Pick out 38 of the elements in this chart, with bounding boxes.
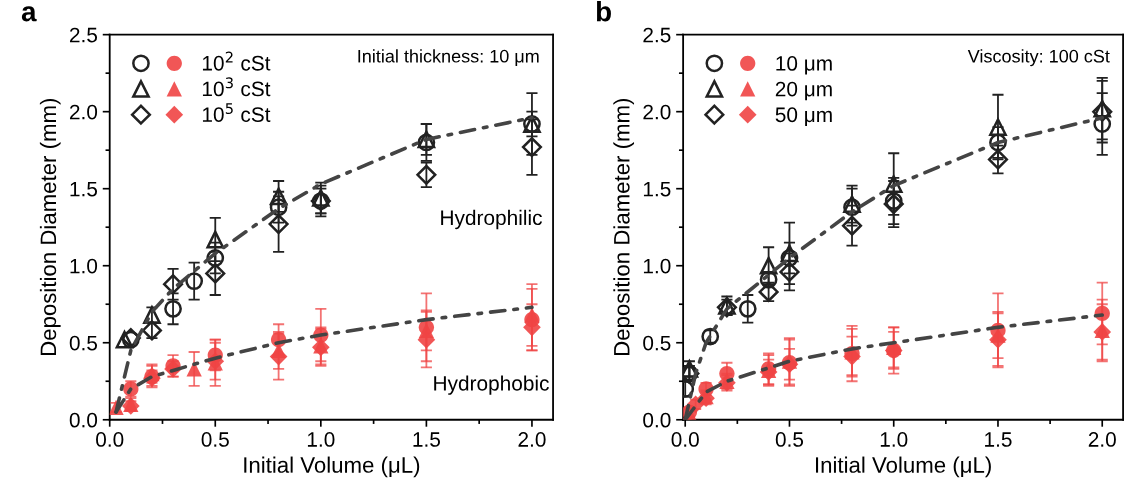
x-tick-label: 2.0 bbox=[1088, 432, 1116, 447]
y-tick-label: 2.0 bbox=[69, 104, 98, 120]
x-tick-label: 0.0 bbox=[96, 432, 124, 447]
y-axis-title: Deposition Diameter (mm) bbox=[39, 98, 61, 356]
y-axis-title: Deposition Diameter (mm) bbox=[613, 98, 635, 356]
y-tick-label: 1.5 bbox=[70, 181, 98, 197]
annotation: Hydrophilic bbox=[441, 209, 542, 230]
y-tick-label: 0.0 bbox=[643, 412, 671, 428]
y-tick-label: 0.5 bbox=[643, 335, 671, 351]
x-tick-label: 1.5 bbox=[413, 432, 440, 447]
y-tick-label: 0.5 bbox=[69, 335, 98, 351]
annotation: Hydrophobic bbox=[434, 375, 549, 395]
text: a bbox=[21, 6, 37, 22]
y-tick-label: 2.5 bbox=[69, 27, 98, 43]
x-tick-label: 0.0 bbox=[671, 432, 699, 447]
legend-label: 10 μm bbox=[776, 56, 832, 75]
x-axis-title: Initial Volume (μL) bbox=[816, 456, 991, 478]
annotation: Viscosity: 100 cSt bbox=[967, 49, 1110, 67]
x-tick-label: 1.0 bbox=[880, 432, 908, 447]
legend-label: 50 μm bbox=[775, 107, 832, 126]
x-tick-label: 1.5 bbox=[985, 432, 1012, 447]
x-axis-title: Initial Volume (μL) bbox=[244, 456, 420, 478]
annotation: Initial thickness: 10 μm bbox=[358, 49, 539, 66]
x-tick-label: 0.5 bbox=[201, 432, 229, 447]
text: b bbox=[596, 1, 611, 22]
legend-label: 10$^{3}$ cSt bbox=[202, 77, 271, 97]
legend-label: 10$^{2}$ cSt bbox=[202, 51, 271, 71]
x-tick-label: 0.5 bbox=[775, 432, 804, 447]
y-tick-label: 1.0 bbox=[643, 258, 671, 274]
legend-label: 20 μm bbox=[775, 81, 832, 101]
y-tick-label: 2.0 bbox=[643, 104, 671, 120]
y-tick-label: 1.5 bbox=[643, 181, 671, 197]
x-tick-label: 2.0 bbox=[518, 432, 546, 447]
x-tick-label: 1.0 bbox=[307, 432, 335, 447]
y-tick-label: 0.0 bbox=[69, 412, 98, 428]
y-tick-label: 2.5 bbox=[643, 27, 671, 43]
legend-label: 10$^{5}$ cSt bbox=[202, 103, 271, 122]
y-tick-label: 1.0 bbox=[70, 258, 98, 274]
